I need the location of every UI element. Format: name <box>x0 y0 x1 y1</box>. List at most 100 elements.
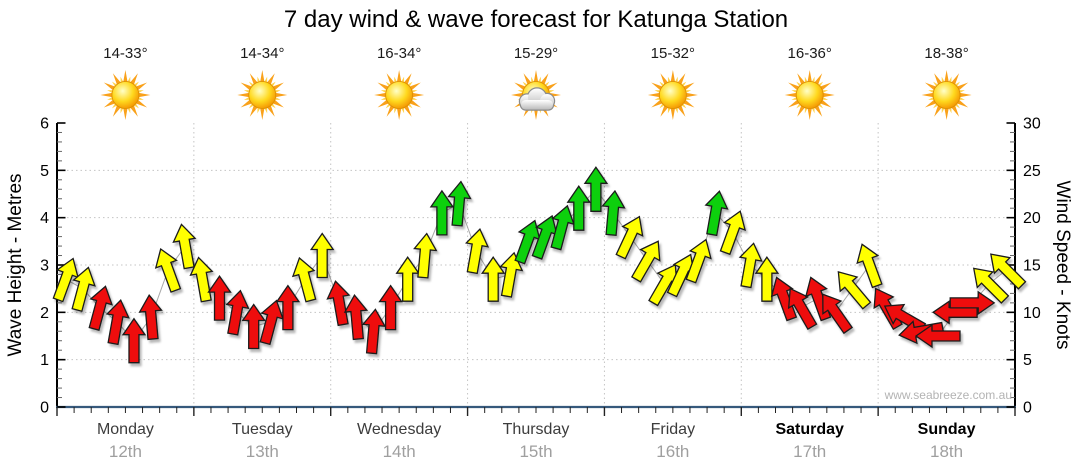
sun-icon <box>784 70 835 120</box>
wind-arrow <box>738 242 763 289</box>
wind-tick-label: 20 <box>1023 210 1041 227</box>
wind-arrow <box>787 287 818 331</box>
temp-label: 15-29° <box>514 45 558 62</box>
wind-arrow <box>154 247 182 293</box>
day-headers: 14-33° 14-34° 16-34° 15-29° 15-32° 16-36° 18-3… <box>100 45 972 120</box>
x-axis-date-label: 12th <box>109 442 142 461</box>
x-axis-date-label: 13th <box>246 442 279 461</box>
wind-arrow <box>395 256 420 302</box>
wind-arrow <box>837 270 872 310</box>
sun-disc <box>658 81 687 109</box>
x-axis-day-label: Wednesday <box>357 421 441 438</box>
wind-arrow <box>429 189 455 236</box>
wave-tick-label: 2 <box>40 305 49 322</box>
x-axis-day-label: Thursday <box>503 421 570 438</box>
wind-arrow <box>583 166 609 212</box>
sun-icon <box>921 70 972 120</box>
temp-label: 14-33° <box>103 45 147 62</box>
wave-tick-label: 0 <box>40 400 49 417</box>
sun-icon <box>374 70 425 120</box>
wind-arrow <box>378 284 403 331</box>
x-axis-date-label: 14th <box>383 442 416 461</box>
wind-arrows <box>52 166 1027 364</box>
wind-arrow <box>550 204 575 251</box>
wind-arrow <box>447 180 472 227</box>
wind-arrow <box>309 232 335 279</box>
time-axis-ticks <box>56 407 1016 416</box>
wind-speed-axis-title: Wind Speed - Knots <box>1052 180 1073 350</box>
wind-arrow <box>71 266 96 313</box>
wind-arrow <box>413 232 438 279</box>
wind-arrow <box>949 290 996 316</box>
temp-label: 18-38° <box>924 45 968 62</box>
temp-label: 16-34° <box>377 45 421 62</box>
sun-icon <box>647 70 698 120</box>
x-axis-day-label: Tuesday <box>232 421 293 438</box>
wind-arrow <box>704 190 729 237</box>
x-axis-day-label: Sunday <box>918 421 976 438</box>
wind-arrow <box>566 185 592 231</box>
wind-arrow <box>822 293 854 335</box>
x-axis-date-label: 15th <box>519 442 552 461</box>
wind-arrow <box>464 228 490 275</box>
wind-arrow <box>121 317 147 364</box>
wind-tick-label: 5 <box>1023 352 1032 369</box>
wind-arrow <box>343 294 369 341</box>
page-title: 7 day wind & wave forecast for Katunga S… <box>283 6 789 33</box>
wind-arrow <box>990 253 1027 290</box>
wind-arrow <box>326 280 351 327</box>
wind-arrow <box>275 284 301 331</box>
sun-disc <box>932 81 961 109</box>
x-axis-day-label: Monday <box>97 421 154 438</box>
wind-arrow <box>914 323 961 349</box>
wind-tick-label: 10 <box>1023 305 1041 322</box>
wind-arrow <box>685 238 712 284</box>
x-axis-date-label: 18th <box>930 442 963 461</box>
wind-arrow <box>225 289 250 336</box>
wind-arrow <box>615 215 644 260</box>
wave-tick-label: 5 <box>40 163 49 180</box>
wind-arrow <box>499 251 524 298</box>
watermark: www.seabreeze.com.au <box>884 388 1012 402</box>
wind-arrow <box>972 267 1010 304</box>
wind-arrow <box>361 308 387 355</box>
cloud <box>521 100 553 110</box>
wind-axis-ticks: 0 5 10 15 20 25 30 <box>1006 116 1041 417</box>
x-axis-labels: Monday 12th Tuesday 13th Wednesday 14th Thursd… <box>97 421 976 461</box>
x-axis-date-label: 17th <box>793 442 826 461</box>
wind-arrow <box>856 243 883 289</box>
x-axis-day-label: Friday <box>651 421 695 438</box>
wind-arrow <box>754 256 780 302</box>
sun-disc <box>248 81 277 109</box>
sun-disc <box>111 81 140 109</box>
wave-tick-label: 4 <box>40 210 49 227</box>
wind-arrow <box>189 256 214 303</box>
sun-icon <box>237 70 288 120</box>
temp-label: 15-32° <box>651 45 695 62</box>
wind-arrow <box>259 299 285 346</box>
x-axis-day-label: Saturday <box>775 421 844 438</box>
wind-arrow <box>138 294 163 341</box>
wind-tick-label: 25 <box>1023 163 1041 180</box>
wave-height-axis-title: Wave Height - Metres <box>5 173 26 357</box>
wind-arrow <box>630 240 661 283</box>
wave-tick-label: 6 <box>40 116 49 133</box>
wind-arrow <box>207 274 232 321</box>
wind-arrow <box>241 303 266 350</box>
wind-arrow <box>601 189 626 236</box>
wave-tick-label: 3 <box>40 258 49 275</box>
wind-tick-label: 15 <box>1023 258 1041 275</box>
wind-tick-label: 30 <box>1023 116 1041 133</box>
wind-arrow <box>719 210 747 256</box>
wave-axis-ticks: 0 1 2 3 4 5 6 <box>40 116 66 417</box>
sun-disc <box>385 81 414 109</box>
sun-disc <box>795 81 824 109</box>
x-axis-date-label: 16th <box>656 442 689 461</box>
wind-arrow <box>88 285 114 331</box>
gridlines <box>58 123 1014 407</box>
wave-tick-label: 1 <box>40 352 49 369</box>
wind-tick-label: 0 <box>1023 400 1032 417</box>
wind-arrow <box>291 256 317 303</box>
